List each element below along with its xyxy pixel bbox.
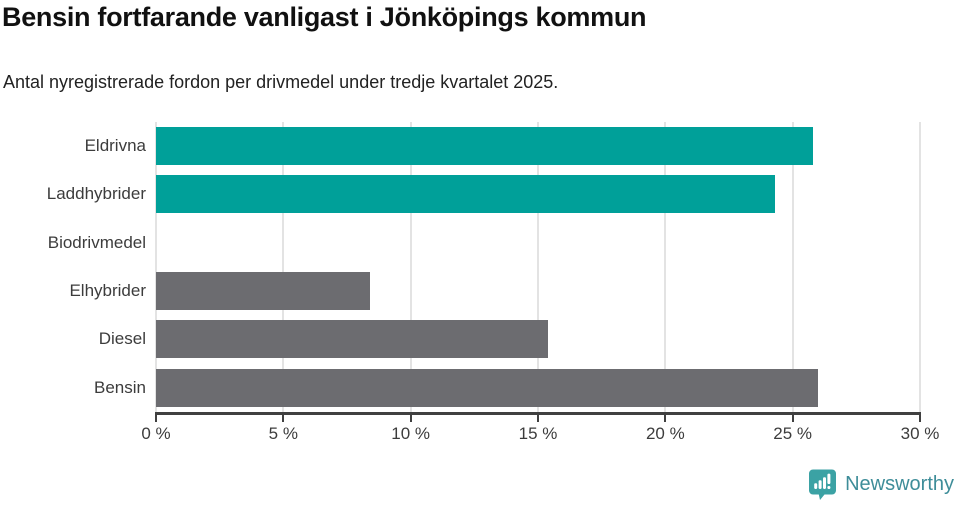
gridline xyxy=(791,122,794,412)
x-axis-ticks xyxy=(155,415,921,422)
x-tick xyxy=(155,415,157,422)
category-label-elhybrider: Elhybrider xyxy=(69,281,146,301)
bar-row xyxy=(156,267,920,315)
bar-bensin xyxy=(156,368,819,407)
x-tick xyxy=(791,415,794,422)
bar-diesel xyxy=(156,320,549,359)
newsworthy-brand-name: Newsworthy xyxy=(845,473,954,495)
plot-area xyxy=(155,122,921,412)
newsworthy-logo-icon xyxy=(808,469,837,500)
x-tick xyxy=(664,415,667,422)
x-tick xyxy=(409,415,412,422)
category-label-laddhybrider: Laddhybrider xyxy=(46,184,146,204)
gridline xyxy=(537,122,539,412)
x-tick-label: 30 % xyxy=(900,424,940,443)
gridline xyxy=(409,122,412,412)
gridline xyxy=(282,122,285,412)
bar-row xyxy=(156,170,920,218)
bar-row xyxy=(156,315,920,363)
x-tick-label: 5 % xyxy=(268,424,298,443)
bar-laddhybrider xyxy=(156,175,775,214)
y-axis-category-labels: Eldrivna Laddhybrider Biodrivmedel Elhybrid… xyxy=(0,122,146,412)
gridline xyxy=(155,122,157,412)
x-tick-label: 20 % xyxy=(645,424,685,443)
x-axis-line xyxy=(155,412,921,415)
category-label-eldrivna: Eldrivna xyxy=(84,136,146,156)
newsworthy-brand-link[interactable]: Newsworthy xyxy=(808,469,954,500)
chart-title: Bensin fortfarande vanligast i Jönköping… xyxy=(2,2,647,32)
x-tick-label: 15 % xyxy=(518,424,558,443)
bar-eldrivna xyxy=(156,127,814,166)
x-axis-tick-labels: 0 % 5 % 10 % 15 % 20 % 25 % 30 % xyxy=(141,424,939,446)
category-label-bensin: Bensin xyxy=(94,377,146,397)
category-label-biodrivmedel: Biodrivmedel xyxy=(47,232,146,252)
x-tick xyxy=(537,415,539,422)
x-tick xyxy=(282,415,285,422)
bar-row xyxy=(156,122,920,170)
gridline xyxy=(919,122,921,412)
x-tick-label: 10 % xyxy=(391,424,431,443)
x-tick-label: 0 % xyxy=(141,424,171,443)
bar-row xyxy=(156,364,920,412)
x-tick xyxy=(919,415,921,422)
gridline xyxy=(664,122,667,412)
x-tick-label: 25 % xyxy=(773,424,813,443)
category-label-diesel: Diesel xyxy=(98,329,146,349)
chart-subtitle: Antal nyregistrerade fordon per drivmede… xyxy=(3,72,559,92)
bar-row xyxy=(156,219,920,267)
bar-elhybrider xyxy=(156,272,370,311)
